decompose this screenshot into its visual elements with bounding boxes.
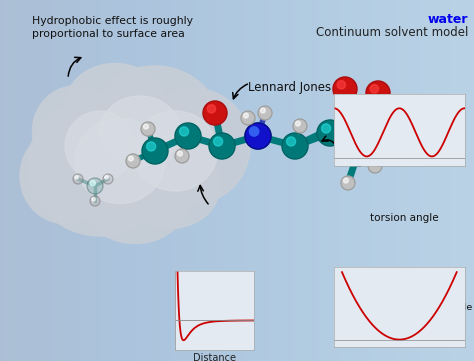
Ellipse shape: [33, 86, 118, 176]
Circle shape: [203, 101, 227, 125]
Circle shape: [317, 120, 343, 146]
Circle shape: [73, 174, 83, 184]
Circle shape: [75, 175, 78, 179]
Ellipse shape: [90, 66, 220, 186]
Circle shape: [282, 133, 308, 159]
Text: torsion angle: torsion angle: [370, 213, 438, 223]
Circle shape: [209, 133, 235, 159]
Circle shape: [141, 122, 155, 136]
Circle shape: [177, 151, 182, 156]
Circle shape: [128, 156, 133, 161]
Ellipse shape: [75, 118, 165, 204]
Ellipse shape: [120, 144, 220, 229]
Circle shape: [180, 127, 189, 136]
Circle shape: [105, 175, 108, 179]
Ellipse shape: [65, 64, 165, 148]
Text: Lennard Jones: Lennard Jones: [248, 81, 331, 94]
Circle shape: [90, 180, 95, 186]
Circle shape: [90, 196, 100, 206]
Circle shape: [258, 106, 272, 120]
Circle shape: [295, 121, 301, 126]
Circle shape: [175, 123, 201, 149]
Text: Continuum solvent model: Continuum solvent model: [316, 26, 468, 39]
Circle shape: [337, 81, 346, 89]
Ellipse shape: [20, 129, 110, 223]
Circle shape: [92, 197, 95, 201]
Circle shape: [207, 105, 216, 113]
Circle shape: [214, 137, 223, 146]
Circle shape: [244, 113, 248, 118]
Circle shape: [87, 178, 103, 194]
Circle shape: [241, 111, 255, 125]
Circle shape: [175, 149, 189, 163]
Circle shape: [146, 142, 155, 151]
Ellipse shape: [27, 96, 173, 236]
Circle shape: [260, 108, 265, 113]
Circle shape: [341, 176, 355, 190]
Circle shape: [287, 137, 296, 146]
Ellipse shape: [80, 148, 190, 244]
Ellipse shape: [100, 96, 180, 166]
X-axis label: Distance: Distance: [193, 353, 236, 361]
Circle shape: [344, 178, 348, 183]
Circle shape: [321, 124, 331, 133]
Circle shape: [371, 161, 375, 166]
Circle shape: [144, 124, 148, 129]
Circle shape: [366, 81, 390, 105]
Circle shape: [345, 103, 371, 129]
Text: Hydrophobic effect is roughly
proportional to surface area: Hydrophobic effect is roughly proportion…: [32, 16, 193, 39]
Circle shape: [333, 77, 357, 101]
Circle shape: [249, 127, 259, 136]
Circle shape: [349, 144, 359, 153]
Ellipse shape: [133, 111, 218, 191]
Text: bond length or 3-atom angle: bond length or 3-atom angle: [336, 303, 472, 312]
Text: water: water: [428, 13, 468, 26]
Ellipse shape: [140, 88, 250, 204]
Circle shape: [370, 84, 379, 93]
Circle shape: [368, 159, 382, 173]
Circle shape: [345, 140, 371, 166]
Ellipse shape: [65, 111, 135, 181]
Circle shape: [249, 127, 259, 136]
Circle shape: [349, 107, 359, 116]
Circle shape: [245, 123, 271, 149]
Circle shape: [103, 174, 113, 184]
Circle shape: [293, 119, 307, 133]
Circle shape: [142, 138, 168, 164]
Circle shape: [245, 123, 271, 149]
Circle shape: [126, 154, 140, 168]
